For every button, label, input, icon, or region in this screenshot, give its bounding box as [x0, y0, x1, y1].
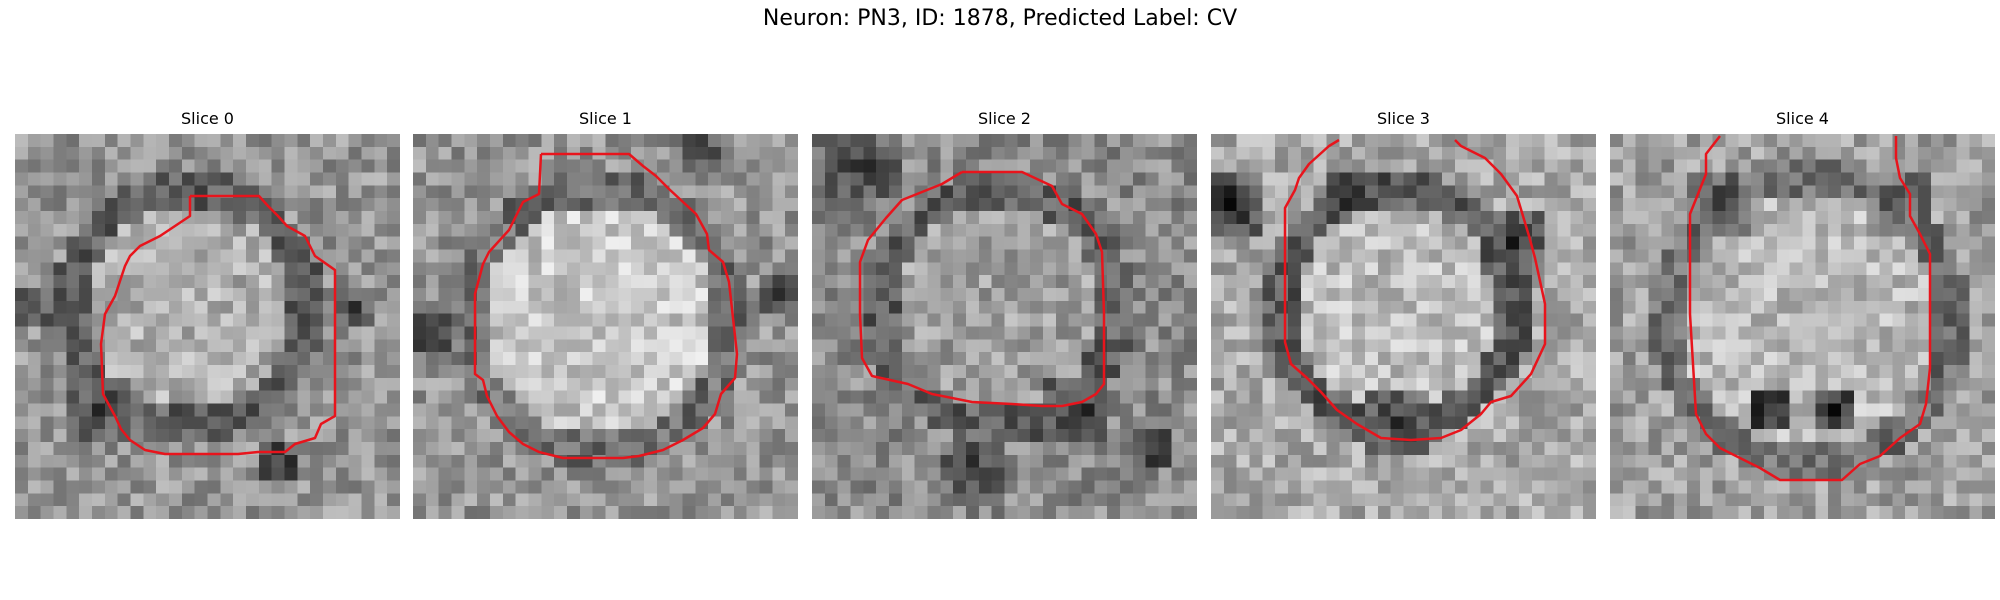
slice-title-1: Slice 1: [579, 109, 632, 128]
slice-panel-3: Slice 3: [1211, 109, 1596, 519]
slice-image-2: [812, 134, 1197, 519]
slice-panel-1: Slice 1: [413, 109, 798, 519]
slice-panel-2: Slice 2: [812, 109, 1197, 519]
slice-contour-0: [99, 194, 337, 456]
slice-title-3: Slice 3: [1377, 109, 1430, 128]
slice-panel-4: Slice 4: [1610, 109, 1995, 519]
slice-image-3: [1211, 134, 1596, 519]
slice-contour-1: [473, 152, 739, 460]
slice-contour-2: [858, 170, 1106, 408]
figure-title: Neuron: PN3, ID: 1878, Predicted Label: …: [762, 6, 1238, 31]
slice-title-2: Slice 2: [978, 109, 1031, 128]
slice-contour-3: [1283, 138, 1547, 442]
slice-contour-4: [1688, 135, 1932, 482]
slice-panel-0: Slice 0: [15, 109, 400, 519]
slice-title-4: Slice 4: [1776, 109, 1829, 128]
slice-title-0: Slice 0: [181, 109, 234, 128]
